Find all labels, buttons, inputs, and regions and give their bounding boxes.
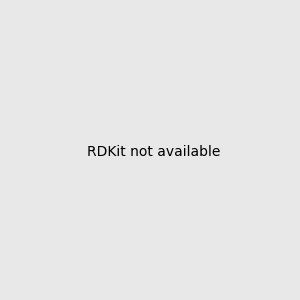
Text: RDKit not available: RDKit not available: [87, 145, 220, 158]
